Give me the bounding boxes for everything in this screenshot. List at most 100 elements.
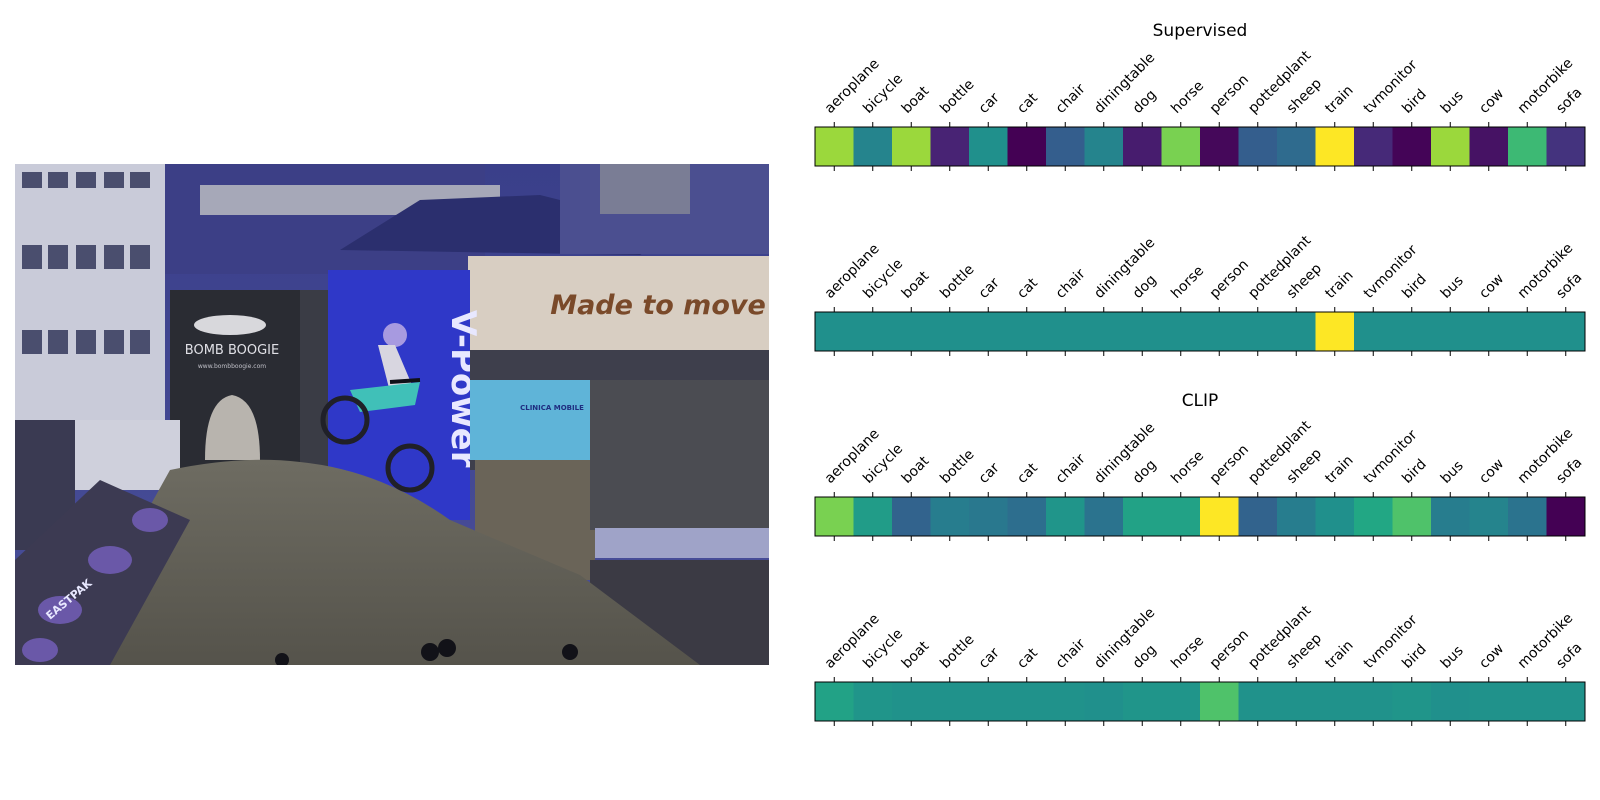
tick-label: cow (1476, 641, 1507, 672)
tick-label: person (1207, 72, 1252, 117)
tick-label: bird (1399, 271, 1430, 302)
tick-label: horse (1168, 448, 1207, 487)
tick-label: train (1322, 452, 1356, 486)
tick-label: boat (899, 453, 933, 487)
heatmap-cell-person (1200, 312, 1239, 351)
heatmap-cell-person (1200, 497, 1239, 536)
heatmap-cell-boat (892, 127, 931, 166)
heatmap-cell-bus (1431, 127, 1470, 166)
heatmap-cell-diningtable (1084, 312, 1124, 351)
heatmap-cell-person (1200, 127, 1239, 166)
heatmap-cell-pottedplant (1238, 127, 1278, 166)
heatmap-cell-bird (1392, 682, 1432, 721)
tick-label: dog (1130, 457, 1160, 487)
heatmap-cell-sheep (1277, 127, 1316, 166)
heatmap-cell-car (969, 682, 1008, 721)
heatmap-cell-bird (1392, 312, 1432, 351)
heatmap-cell-bicycle (853, 682, 893, 721)
heatmap-cell-horse (1161, 682, 1201, 721)
tick-label: horse (1168, 633, 1207, 672)
heatmap-frame (814, 311, 1586, 352)
heatmap-frame (814, 126, 1586, 167)
heatmap-cell-cat (1007, 312, 1047, 351)
heatmap-cell-motorbike (1508, 127, 1547, 166)
heatmap-cell-cow (1469, 682, 1509, 721)
tick-label: car (976, 460, 1003, 487)
bomb-boogie-text: BOMB BOOGIE (185, 343, 279, 358)
tick-label: train (1322, 267, 1356, 301)
tick-label: person (1207, 627, 1252, 672)
tick-label: bottle (937, 77, 977, 117)
tick-label: car (976, 645, 1003, 672)
tick-label: bottle (937, 632, 977, 672)
heatmap-cell-chair (1046, 312, 1085, 351)
heatmap-cell-cow (1469, 312, 1509, 351)
heatmap-frame (814, 496, 1586, 537)
heatmap-cell-cat (1007, 127, 1047, 166)
heatmap-cell-dog (1123, 682, 1162, 721)
heatmap-cell-boat (892, 312, 931, 351)
tick-label: person (1207, 257, 1252, 302)
heatmap-cell-cat (1007, 497, 1047, 536)
heatmap-cell-train (1315, 127, 1355, 166)
heatmap-cell-tvmonitor (1354, 497, 1393, 536)
heatmap-cell-diningtable (1084, 682, 1124, 721)
heatmap-cell-dog (1123, 497, 1162, 536)
heatmap-cell-bird (1392, 497, 1432, 536)
heatmap-cell-train (1315, 682, 1355, 721)
heatmap-cell-cat (1007, 682, 1047, 721)
made-to-move-text: Made to move (550, 290, 766, 321)
tick-label: bus (1438, 273, 1467, 302)
heatmap-cell-pottedplant (1238, 312, 1278, 351)
bomb-boogie-url: www.bombboogie.com (198, 363, 266, 370)
heatmap-cell-sheep (1277, 682, 1316, 721)
tick-label: bird (1399, 641, 1430, 672)
tick-label: car (976, 275, 1003, 302)
heatmap-cell-car (969, 312, 1008, 351)
heatmap-cell-pottedplant (1238, 497, 1278, 536)
heatmap-cell-train (1315, 497, 1355, 536)
heatmap-cell-horse (1161, 312, 1201, 351)
heatmap-cell-bus (1431, 312, 1470, 351)
heatmap-cell-bottle (930, 497, 970, 536)
heatmap-cell-aeroplane (815, 127, 854, 166)
tick-label: boat (899, 638, 933, 672)
heatmap-cell-cow (1469, 127, 1509, 166)
heatmap-cell-diningtable (1084, 127, 1124, 166)
left-building (15, 164, 165, 424)
heatmap-cell-bus (1431, 497, 1470, 536)
heatmap-cell-bus (1431, 682, 1470, 721)
tick-label: boat (899, 268, 933, 302)
heatmap-cell-chair (1046, 682, 1085, 721)
tick-label: dog (1130, 642, 1160, 672)
heatmap-frame (814, 681, 1586, 722)
tick-label: train (1322, 637, 1356, 671)
made-to-move-banner (468, 256, 769, 350)
clinica-trailer (470, 380, 610, 460)
tick-label: dog (1130, 87, 1160, 117)
heatmap-cell-motorbike (1508, 682, 1547, 721)
heatmap-cell-boat (892, 497, 931, 536)
heatmap-cell-tvmonitor (1354, 312, 1393, 351)
tick-label: horse (1168, 263, 1207, 302)
motocross-photo: Made to move BOMB BOOGIE www.bombboogie.… (15, 164, 769, 665)
heatmap-cell-sofa (1546, 312, 1586, 351)
tick-label: horse (1168, 78, 1207, 117)
tick-label: bus (1438, 458, 1467, 487)
tick-label: sofa (1553, 455, 1585, 487)
heatmap-title: CLIP (1182, 391, 1219, 411)
heatmap-cell-aeroplane (815, 312, 854, 351)
heatmap-cell-car (969, 497, 1008, 536)
heatmap-cell-sofa (1546, 497, 1586, 536)
heatmap-cell-aeroplane (815, 497, 854, 536)
heatmap-cell-bird (1392, 127, 1432, 166)
heatmap-cell-sofa (1546, 127, 1586, 166)
heatmap-cell-tvmonitor (1354, 127, 1393, 166)
heatmap-cell-dog (1123, 312, 1162, 351)
tick-label: cow (1476, 271, 1507, 302)
heatmap-cell-chair (1046, 127, 1085, 166)
tick-label: bottle (937, 447, 977, 487)
heatmap-cell-motorbike (1508, 312, 1547, 351)
